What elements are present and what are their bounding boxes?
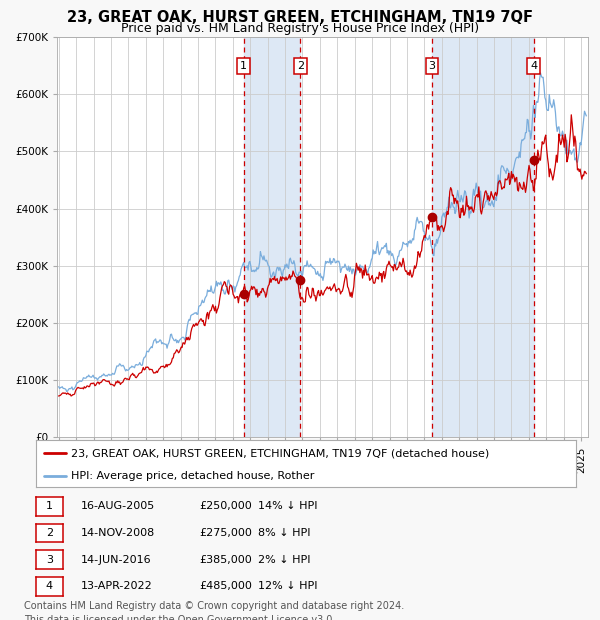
- Text: 4: 4: [530, 61, 537, 71]
- Text: 1: 1: [240, 61, 247, 71]
- Text: This data is licensed under the Open Government Licence v3.0.: This data is licensed under the Open Gov…: [24, 615, 335, 620]
- Text: 2: 2: [46, 528, 53, 538]
- Text: 14-NOV-2008: 14-NOV-2008: [81, 528, 155, 538]
- Text: £485,000: £485,000: [199, 582, 252, 591]
- Text: 8% ↓ HPI: 8% ↓ HPI: [258, 528, 311, 538]
- Text: 2% ↓ HPI: 2% ↓ HPI: [258, 555, 311, 565]
- Text: 23, GREAT OAK, HURST GREEN, ETCHINGHAM, TN19 7QF: 23, GREAT OAK, HURST GREEN, ETCHINGHAM, …: [67, 10, 533, 25]
- Text: £275,000: £275,000: [199, 528, 252, 538]
- Text: 14% ↓ HPI: 14% ↓ HPI: [258, 502, 317, 512]
- Text: HPI: Average price, detached house, Rother: HPI: Average price, detached house, Roth…: [71, 471, 314, 482]
- Text: £385,000: £385,000: [199, 555, 252, 565]
- Text: 3: 3: [428, 61, 436, 71]
- Text: 14-JUN-2016: 14-JUN-2016: [81, 555, 152, 565]
- Text: 12% ↓ HPI: 12% ↓ HPI: [258, 582, 317, 591]
- Text: 3: 3: [46, 555, 53, 565]
- Text: Price paid vs. HM Land Registry's House Price Index (HPI): Price paid vs. HM Land Registry's House …: [121, 22, 479, 35]
- Text: 16-AUG-2005: 16-AUG-2005: [81, 502, 155, 512]
- Text: Contains HM Land Registry data © Crown copyright and database right 2024.: Contains HM Land Registry data © Crown c…: [24, 601, 404, 611]
- Text: 4: 4: [46, 582, 53, 591]
- Text: 23, GREAT OAK, HURST GREEN, ETCHINGHAM, TN19 7QF (detached house): 23, GREAT OAK, HURST GREEN, ETCHINGHAM, …: [71, 448, 490, 458]
- Text: £250,000: £250,000: [199, 502, 252, 512]
- Bar: [244, 37, 300, 437]
- Text: 13-APR-2022: 13-APR-2022: [81, 582, 153, 591]
- Text: 1: 1: [46, 502, 53, 512]
- Bar: [432, 37, 533, 437]
- Text: 2: 2: [296, 61, 304, 71]
